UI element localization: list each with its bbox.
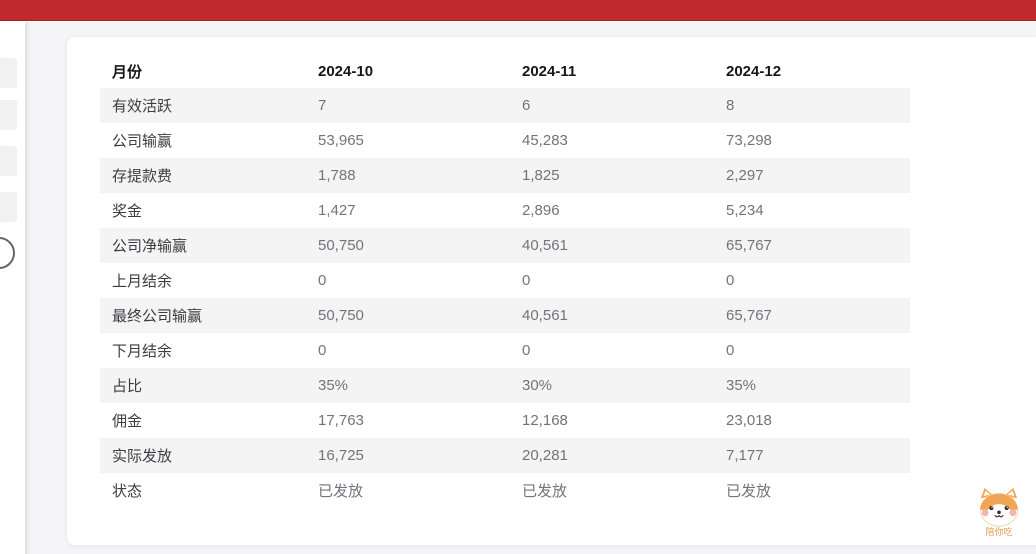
cell-value: 0 bbox=[318, 342, 327, 359]
cell-value: 65,767 bbox=[726, 307, 772, 324]
row-label: 占比 bbox=[112, 378, 143, 395]
cell-value: 0 bbox=[726, 272, 735, 289]
cell-value: 0 bbox=[726, 342, 735, 359]
cell-value: 7 bbox=[318, 97, 327, 114]
table-header-row: 月份 2024-10 2024-11 2024-12 bbox=[100, 55, 910, 88]
cell-value: 40,561 bbox=[522, 307, 568, 324]
table-row: 占比 35% 30% 35% bbox=[100, 368, 910, 403]
cell-value: 30% bbox=[522, 377, 553, 394]
monthly-report-table: 月份 2024-10 2024-11 2024-12 有效活跃 7 6 8 公司… bbox=[100, 55, 910, 508]
cell-value: 65,767 bbox=[726, 237, 772, 254]
cell-value: 23,018 bbox=[726, 412, 772, 429]
cell-value: 12,168 bbox=[522, 412, 568, 429]
sidebar-item[interactable] bbox=[0, 192, 17, 222]
row-label: 佣金 bbox=[112, 413, 143, 430]
mascot-label: 陪你吃 bbox=[985, 527, 1013, 537]
shiba-mascot-widget[interactable]: 陪你吃 bbox=[974, 486, 1024, 544]
table-row: 奖金 1,427 2,896 5,234 bbox=[100, 193, 910, 228]
sidebar-item[interactable] bbox=[0, 146, 17, 176]
cell-value: 0 bbox=[318, 272, 327, 289]
cell-value: 5,234 bbox=[726, 202, 764, 219]
sidebar-item[interactable] bbox=[0, 58, 17, 88]
row-label: 最终公司输赢 bbox=[112, 308, 203, 325]
column-header: 2024-12 bbox=[726, 63, 782, 80]
cell-value: 17,763 bbox=[318, 412, 364, 429]
cell-value: 1,427 bbox=[318, 202, 356, 219]
cell-value: 8 bbox=[726, 97, 735, 114]
table-row: 下月结余 0 0 0 bbox=[100, 333, 910, 368]
report-card: 月份 2024-10 2024-11 2024-12 有效活跃 7 6 8 公司… bbox=[67, 37, 1036, 545]
sidebar-item[interactable] bbox=[0, 100, 17, 130]
cell-value: 50,750 bbox=[318, 237, 364, 254]
column-header: 2024-10 bbox=[318, 63, 374, 80]
cell-value: 已发放 bbox=[318, 483, 364, 500]
row-label: 公司输赢 bbox=[112, 133, 173, 150]
cell-value: 16,725 bbox=[318, 447, 364, 464]
table-row: 存提款费 1,788 1,825 2,297 bbox=[100, 158, 910, 193]
table-row: 佣金 17,763 12,168 23,018 bbox=[100, 403, 910, 438]
column-header: 2024-11 bbox=[522, 63, 577, 80]
cell-value: 2,896 bbox=[522, 202, 560, 219]
row-label: 上月结余 bbox=[112, 273, 173, 290]
row-label: 公司净输赢 bbox=[112, 238, 188, 255]
cell-value: 2,297 bbox=[726, 167, 764, 184]
table-row: 状态 已发放 已发放 已发放 bbox=[100, 473, 910, 508]
cell-value: 73,298 bbox=[726, 132, 772, 149]
cell-value: 已发放 bbox=[726, 483, 772, 500]
row-label: 有效活跃 bbox=[112, 98, 173, 115]
table-row: 实际发放 16,725 20,281 7,177 bbox=[100, 438, 910, 473]
cell-value: 6 bbox=[522, 97, 531, 114]
cutoff-sidebar bbox=[0, 22, 25, 554]
column-header-month: 月份 bbox=[112, 64, 143, 81]
cell-value: 7,177 bbox=[726, 447, 764, 464]
cell-value: 已发放 bbox=[522, 483, 568, 500]
shiba-dog-icon bbox=[974, 486, 1024, 528]
cell-value: 1,788 bbox=[318, 167, 356, 184]
cell-value: 35% bbox=[318, 377, 349, 394]
top-red-bar bbox=[0, 0, 1036, 21]
table-row: 公司净输赢 50,750 40,561 65,767 bbox=[100, 228, 910, 263]
row-label: 状态 bbox=[112, 483, 143, 500]
cell-value: 35% bbox=[726, 377, 757, 394]
cell-value: 50,750 bbox=[318, 307, 364, 324]
cell-value: 45,283 bbox=[522, 132, 568, 149]
row-label: 下月结余 bbox=[112, 343, 173, 360]
table-row: 上月结余 0 0 0 bbox=[100, 263, 910, 298]
cell-value: 0 bbox=[522, 272, 531, 289]
table-row: 有效活跃 7 6 8 bbox=[100, 88, 910, 123]
cell-value: 0 bbox=[522, 342, 531, 359]
cell-value: 40,561 bbox=[522, 237, 568, 254]
row-label: 存提款费 bbox=[112, 168, 173, 185]
row-label: 实际发放 bbox=[112, 448, 173, 465]
table-row: 最终公司输赢 50,750 40,561 65,767 bbox=[100, 298, 910, 333]
cell-value: 20,281 bbox=[522, 447, 568, 464]
row-label: 奖金 bbox=[112, 203, 143, 220]
cell-value: 1,825 bbox=[522, 167, 560, 184]
table-row: 公司输赢 53,965 45,283 73,298 bbox=[100, 123, 910, 158]
cell-value: 53,965 bbox=[318, 132, 364, 149]
